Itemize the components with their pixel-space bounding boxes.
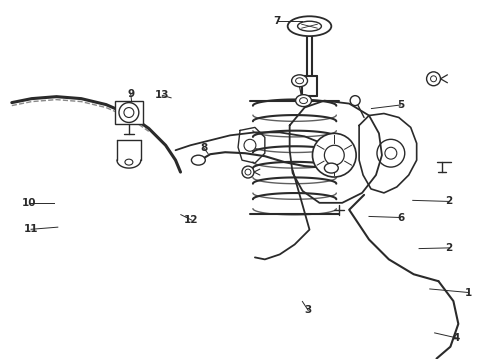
Ellipse shape	[242, 166, 254, 178]
Ellipse shape	[244, 139, 256, 151]
Ellipse shape	[295, 95, 312, 107]
Ellipse shape	[299, 98, 308, 104]
Ellipse shape	[292, 75, 308, 87]
Ellipse shape	[324, 145, 344, 165]
Ellipse shape	[125, 159, 133, 165]
Text: 8: 8	[200, 143, 207, 153]
Ellipse shape	[245, 169, 251, 175]
Text: 2: 2	[445, 243, 453, 253]
Text: 12: 12	[184, 215, 199, 225]
Text: 7: 7	[273, 16, 280, 26]
Text: 13: 13	[155, 90, 170, 100]
Text: 10: 10	[22, 198, 36, 208]
Ellipse shape	[124, 108, 134, 117]
Text: 9: 9	[127, 89, 134, 99]
Text: 6: 6	[397, 212, 404, 222]
Ellipse shape	[297, 21, 321, 31]
Text: 4: 4	[453, 333, 460, 343]
Text: 2: 2	[445, 197, 453, 206]
Ellipse shape	[119, 103, 139, 122]
Ellipse shape	[288, 16, 331, 36]
Ellipse shape	[427, 72, 441, 86]
Ellipse shape	[192, 155, 205, 165]
Ellipse shape	[324, 163, 338, 173]
Text: 3: 3	[305, 305, 312, 315]
Ellipse shape	[295, 78, 303, 84]
Text: 11: 11	[24, 224, 38, 234]
Ellipse shape	[350, 96, 360, 105]
FancyBboxPatch shape	[115, 100, 143, 125]
Text: 1: 1	[465, 288, 472, 297]
Ellipse shape	[313, 133, 356, 177]
Text: 5: 5	[397, 100, 404, 110]
Ellipse shape	[431, 76, 437, 82]
